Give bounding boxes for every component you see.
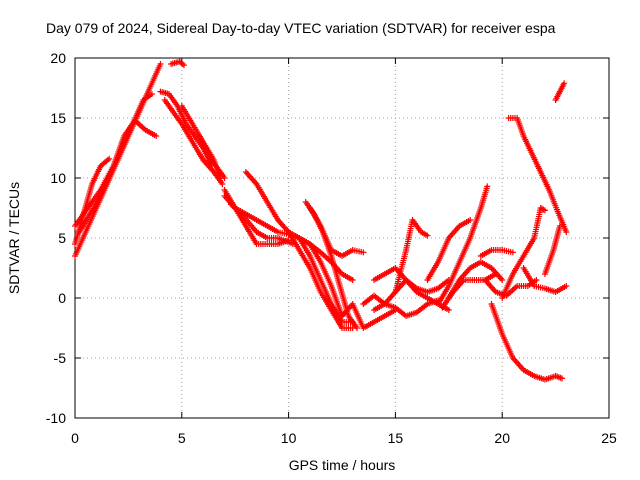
data-point: [219, 181, 226, 187]
data-point: [561, 80, 568, 87]
y-tick-label: -10: [46, 410, 66, 426]
series-track-34: [552, 80, 568, 103]
x-tick-label: 25: [601, 430, 617, 446]
x-tick-label: 15: [388, 430, 404, 446]
series-track-32: [520, 265, 570, 295]
series-track-14: [285, 229, 356, 331]
data-point: [349, 277, 356, 283]
data-point: [499, 277, 506, 283]
data-point: [221, 175, 228, 181]
y-tick-label: 10: [50, 170, 66, 186]
series-track-22: [392, 277, 452, 295]
series-track-24: [435, 183, 491, 307]
x-tick-labels: 0 5 10 15 20 25: [71, 430, 617, 446]
series-track-31: [505, 115, 570, 235]
data-point: [360, 249, 367, 256]
x-tick-label: 10: [281, 430, 297, 446]
data-point: [467, 217, 474, 223]
y-tick-labels: -10 -5 0 5 10 15 20: [46, 50, 66, 426]
y-tick-label: 20: [50, 50, 66, 66]
series-track-33: [541, 223, 563, 277]
series-track-7: [161, 97, 226, 187]
series-track-26: [439, 271, 499, 311]
y-tick-label: 0: [58, 290, 66, 306]
data-point: [509, 249, 516, 256]
series-track-30: [499, 205, 548, 301]
y-tick-label: -5: [54, 350, 67, 366]
series-track-6: [168, 58, 187, 69]
y-tick-label: 5: [58, 230, 66, 246]
data-point: [533, 277, 540, 283]
y-axis-label: SDTVAR / TECUs: [6, 182, 22, 294]
data-point: [556, 223, 563, 229]
x-tick-label: 5: [178, 430, 186, 446]
data-point: [484, 183, 491, 190]
series-track-9: [195, 133, 228, 181]
series-track-28: [488, 301, 566, 383]
data-point: [106, 155, 113, 162]
data-point: [153, 133, 160, 139]
data-point: [445, 307, 452, 313]
series-track-23: [424, 217, 474, 283]
data-point: [424, 232, 431, 239]
series-track-27: [477, 247, 516, 259]
series-track-4: [72, 117, 160, 229]
x-axis-label: GPS time / hours: [289, 457, 396, 473]
data-point: [559, 375, 566, 382]
chart-title: Day 079 of 2024, Sidereal Day-to-day VTE…: [46, 20, 556, 36]
series-track-21: [371, 217, 431, 313]
series-track-16: [302, 199, 360, 331]
data-point: [148, 91, 155, 97]
series-track-17: [306, 205, 367, 259]
grid-lines: [75, 58, 609, 418]
x-tick-label: 20: [494, 430, 510, 446]
y-tick-label: 15: [50, 110, 66, 126]
data-point: [180, 62, 187, 69]
data-point: [492, 271, 499, 277]
data-point: [157, 61, 164, 67]
data-point: [353, 325, 360, 331]
data-series: [72, 58, 570, 383]
data-point: [563, 283, 570, 289]
data-point: [541, 207, 548, 214]
data-point: [563, 229, 570, 235]
series-track-13: [242, 169, 356, 283]
x-tick-label: 0: [71, 430, 79, 446]
